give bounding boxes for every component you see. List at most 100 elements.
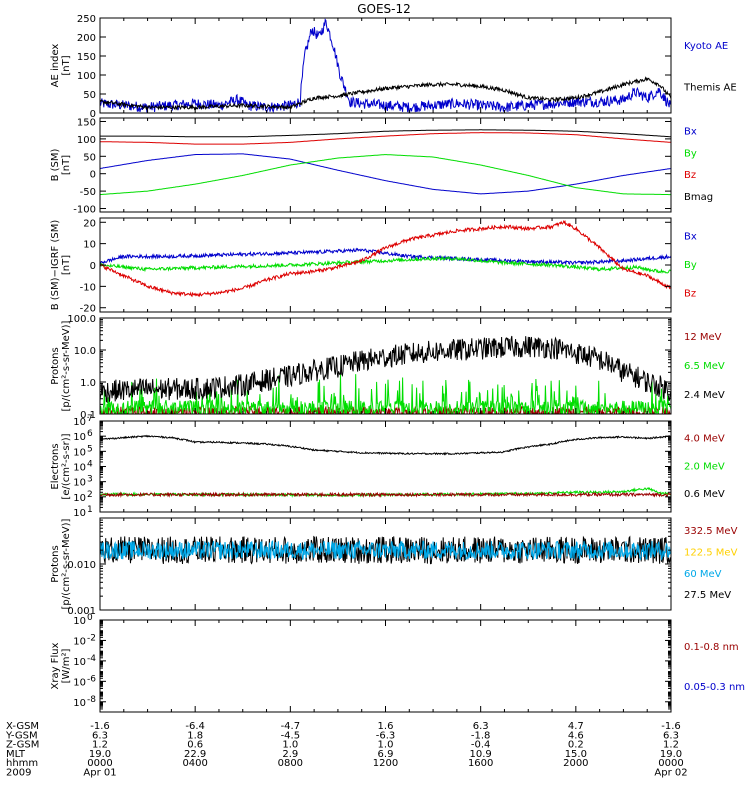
y-tick-label: 10 — [73, 417, 86, 428]
ephemeris-value: 1.8 — [187, 730, 203, 741]
ephemeris-row-label: Z-GSM — [6, 740, 39, 751]
series-bmag — [100, 129, 671, 138]
y-tick-label: 100 — [77, 71, 96, 82]
ephemeris-value: Apr 02 — [654, 768, 687, 779]
y-axis-label: Electrons — [50, 443, 61, 489]
series-by — [100, 154, 671, 196]
ephemeris-value: 0800 — [278, 758, 303, 769]
legend-label: 0.6 MeV — [684, 489, 725, 500]
legend-label: 6.5 MeV — [684, 361, 725, 372]
panel-bdiff: -20 -10 0 10 20 B (SM)−IGRF (SM) [nT] Bx By Bz — [50, 217, 697, 315]
y-tick-label: -100 — [73, 205, 96, 216]
y-tick-label: 0 — [90, 170, 96, 181]
y-tick-label: 0.010 — [67, 560, 96, 571]
y-tick-label: 10 — [73, 616, 86, 627]
series-0-6-mev — [100, 434, 671, 456]
legend-label: By — [684, 260, 697, 271]
legend-label: 60 MeV — [684, 569, 722, 580]
ephemeris-value: 0.6 — [187, 740, 203, 751]
ephemeris-value: 0000 — [658, 758, 683, 769]
series-group — [100, 335, 671, 414]
ephemeris-value: 0.2 — [568, 740, 584, 751]
y-tick-label: 10 — [73, 636, 86, 647]
y-tick-exponent: 6 — [87, 429, 93, 439]
ephemeris-value: 6.3 — [663, 730, 679, 741]
y-tick-exponent: -4 — [87, 654, 96, 664]
y-tick-label: 0.1 — [80, 410, 96, 421]
y-axis-label: [p/(cm²-s-sr-MeV)] — [61, 518, 72, 609]
y-tick-label: 150 — [77, 117, 96, 128]
y-axis-label: [e/(cm²-s-sr)] — [61, 433, 72, 499]
ephemeris-row-label: MLT — [6, 749, 26, 760]
y-tick-label: 10 — [73, 463, 86, 474]
y-tick-label: 10 — [73, 677, 86, 688]
ephemeris-value: -1.6 — [90, 721, 110, 732]
y-axis-label: [nT] — [61, 255, 72, 275]
panel-ae: 0 50 100 150 200 250 AE index [nT] Kyoto AE Themi… — [50, 14, 737, 120]
y-tick-exponent: -8 — [87, 695, 96, 705]
legend-label: 0.1-0.8 nm — [684, 642, 739, 653]
series-by — [100, 255, 671, 274]
y-tick-label: 10 — [73, 508, 86, 519]
y-axis-label: AE index — [50, 44, 61, 88]
panel-frame — [99, 17, 672, 114]
y-tick-label: 50 — [83, 152, 96, 163]
ephemeris-value: -1.6 — [661, 721, 681, 732]
ephemeris-value: 1.2 — [663, 740, 679, 751]
series-60-mev — [100, 539, 671, 561]
ephemeris-value: -6.4 — [185, 721, 205, 732]
y-tick-label: 10 — [73, 493, 86, 504]
ephemeris-value: -1.8 — [471, 730, 491, 741]
panel-frame — [99, 217, 672, 313]
y-axis-label: Protons — [50, 545, 61, 582]
panel-frame — [99, 420, 672, 513]
y-tick-label: 20 — [83, 218, 96, 229]
y-tick-label: 10 — [73, 432, 86, 443]
ephemeris-value: 6.3 — [473, 721, 489, 732]
ephemeris-value: -6.3 — [376, 730, 396, 741]
y-tick-exponent: 5 — [87, 444, 93, 454]
y-tick-label: 10 — [73, 698, 86, 709]
y-tick-label: 150 — [77, 52, 96, 63]
legend-label: Bx — [684, 231, 697, 242]
y-tick-exponent: 0 — [87, 613, 93, 623]
series-kyoto-ae — [100, 18, 671, 113]
y-tick-label: 50 — [83, 90, 96, 101]
legend-label: Bx — [684, 126, 697, 137]
legend-label: 12 MeV — [684, 332, 722, 343]
series-2-4-mev — [100, 335, 671, 404]
y-tick-label: 0.001 — [67, 606, 96, 617]
y-tick-label: 0 — [90, 109, 96, 120]
series-bz — [100, 132, 671, 145]
y-axis-label: [nT] — [61, 55, 72, 75]
y-tick-exponent: 2 — [87, 490, 93, 500]
ephemeris-value: 1.0 — [282, 740, 298, 751]
panel-frame — [99, 619, 672, 713]
ephemeris-value: 22.9 — [184, 749, 206, 760]
series-group — [100, 535, 671, 565]
y-axis-label: [W/m²] — [61, 648, 72, 683]
y-tick-label: 10 — [73, 447, 86, 458]
y-tick-exponent: 1 — [87, 505, 93, 515]
ephemeris-value: 1.6 — [378, 721, 394, 732]
legend-label: Bz — [684, 288, 696, 299]
legend-label: Bmag — [684, 192, 713, 203]
legend-label: 4.0 MeV — [684, 434, 725, 445]
ephemeris-row-label: hhmm — [6, 758, 38, 769]
ephemeris-value: 1600 — [468, 758, 493, 769]
ephemeris-value: -4.5 — [281, 730, 301, 741]
ephemeris-value: 1.0 — [378, 740, 394, 751]
ephemeris-value: 0400 — [182, 758, 207, 769]
y-tick-label: 10 — [73, 657, 86, 668]
y-tick-label: -50 — [80, 187, 96, 198]
y-tick-label: 250 — [77, 14, 96, 25]
ephemeris-value: 19.0 — [89, 749, 111, 760]
panel-frame — [99, 517, 672, 611]
y-axis-label: B (SM)−IGRF (SM) — [50, 220, 61, 311]
legend-label: 332.5 MeV — [684, 526, 738, 537]
ephemeris-value: 15.0 — [565, 749, 587, 760]
y-axis-label: [nT] — [61, 155, 72, 175]
